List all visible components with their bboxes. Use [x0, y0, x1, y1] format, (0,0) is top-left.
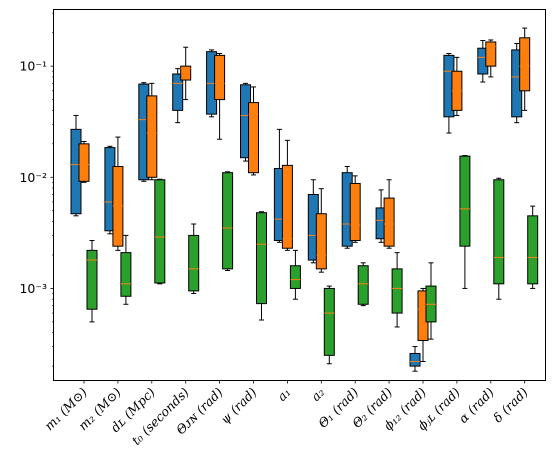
- box-body: [214, 54, 226, 101]
- box-group: [451, 56, 463, 116]
- box-body: [256, 212, 267, 305]
- box-body: [323, 287, 335, 356]
- x-category-label: a₂: [308, 385, 327, 404]
- box-group: [172, 68, 184, 124]
- box-group: [188, 223, 200, 295]
- box-group: [146, 82, 158, 181]
- box-body: [146, 95, 158, 178]
- box-body: [519, 37, 531, 92]
- box-body: [281, 164, 293, 249]
- x-category-label: α (rad): [455, 384, 497, 426]
- box-group: [120, 234, 132, 305]
- box-body: [180, 65, 192, 81]
- box-body: [222, 172, 234, 270]
- y-tick-label: 10⁻¹: [19, 59, 47, 74]
- box-group: [425, 262, 437, 340]
- box-body: [383, 197, 395, 247]
- box-group: [485, 39, 497, 78]
- box-group: [281, 139, 293, 251]
- box-group: [112, 136, 124, 251]
- box-body: [357, 265, 369, 305]
- box-group: [383, 179, 395, 249]
- box-group: [391, 252, 403, 328]
- box-body: [78, 143, 90, 182]
- box-group: [86, 239, 98, 323]
- axes-frame: [53, 9, 546, 381]
- box-group: [493, 177, 505, 300]
- box-body: [409, 352, 421, 367]
- box-body: [248, 102, 259, 174]
- box-body: [459, 155, 471, 247]
- x-axis: m₁ (M⊙)m₂ (M⊙)dʟ (Mpc)t₀ (seconds)Θᴊɴ (r…: [41, 380, 531, 448]
- box-body: [86, 249, 98, 310]
- box-group: [78, 140, 90, 183]
- y-axis: 10⁻³ 10⁻² 10⁻¹: [19, 12, 54, 367]
- box-group: [180, 46, 192, 101]
- box-body: [349, 182, 361, 241]
- y-tick-label: 10⁻²: [19, 170, 47, 185]
- box-body: [188, 234, 200, 292]
- box-body: [120, 252, 132, 297]
- box-body: [289, 265, 301, 289]
- box-body: [485, 41, 497, 67]
- box-group: [248, 86, 259, 176]
- box-group: [349, 175, 361, 243]
- box-body: [154, 179, 166, 284]
- box-group: [256, 211, 267, 321]
- box-group: [519, 27, 531, 111]
- box-group: [214, 52, 226, 140]
- y-tick-label: 10⁻³: [19, 281, 47, 296]
- box-body: [172, 73, 184, 111]
- x-category-label: ψ (rad): [217, 384, 259, 426]
- box-group: [289, 249, 301, 300]
- box-body: [315, 213, 327, 270]
- box-group: [459, 155, 471, 289]
- box-group: [154, 178, 166, 285]
- box-body: [493, 179, 505, 285]
- box-group: [527, 205, 539, 289]
- box-group: [357, 262, 369, 307]
- x-category-label: a₁: [274, 385, 293, 404]
- box-group: [323, 285, 335, 365]
- boxes-layer: [70, 27, 539, 372]
- box-group: [315, 188, 327, 273]
- box-group: [222, 171, 234, 271]
- x-category-label: δ (rad): [490, 384, 531, 425]
- box-group: [409, 346, 421, 372]
- box-body: [391, 268, 403, 314]
- box-body: [527, 215, 539, 285]
